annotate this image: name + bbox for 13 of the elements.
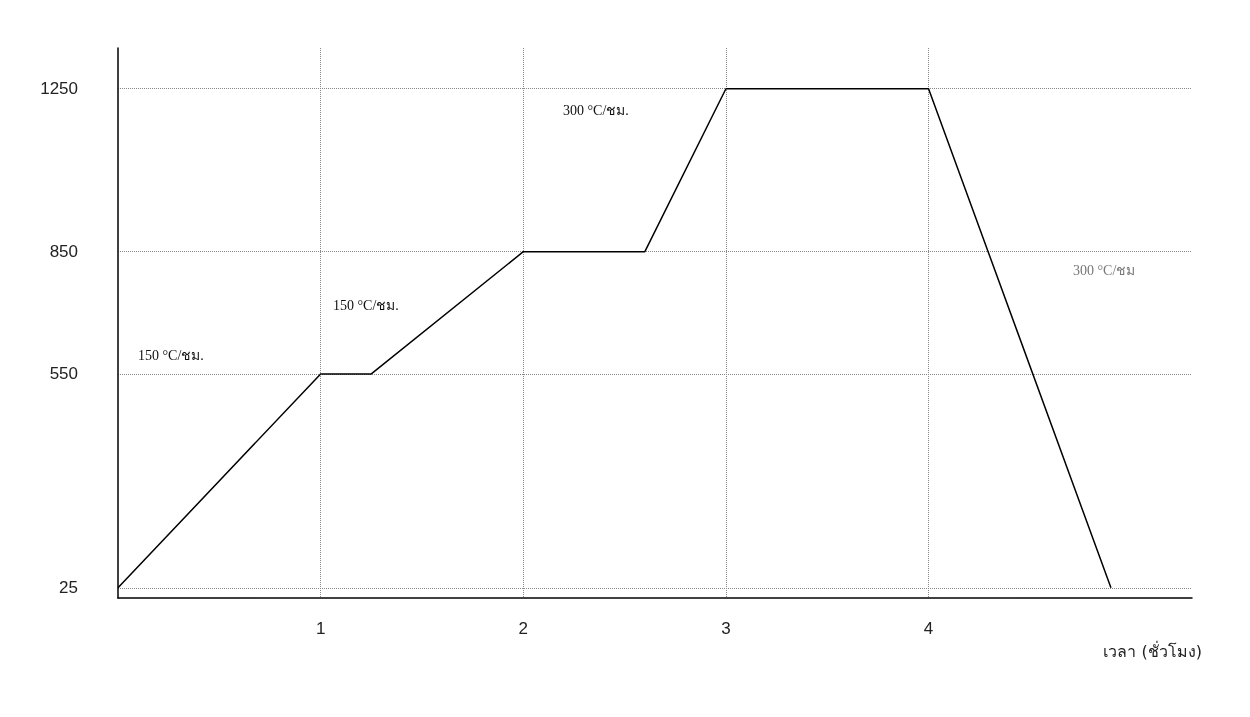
x-tick-label: 2 xyxy=(518,619,529,638)
x-axis-title: เวลา (ชั่วโมง) xyxy=(1103,639,1202,661)
y-tick-label: 550 xyxy=(49,364,78,384)
annotation: 150 °C/ชม. xyxy=(333,297,399,313)
y-tick-label: 25 xyxy=(59,578,78,598)
x-tick-label: 1 xyxy=(315,619,326,638)
annotation: 150 °C/ชม. xyxy=(138,347,204,363)
x-tick-label: 4 xyxy=(923,619,934,638)
annotation: 300 °C/ชม. xyxy=(563,102,629,118)
y-tick-label: 1250 xyxy=(40,79,78,99)
x-tick-label: 3 xyxy=(721,619,731,638)
y-tick-label: 850 xyxy=(49,242,78,262)
annotation: 300 °C/ชม xyxy=(1073,262,1136,278)
